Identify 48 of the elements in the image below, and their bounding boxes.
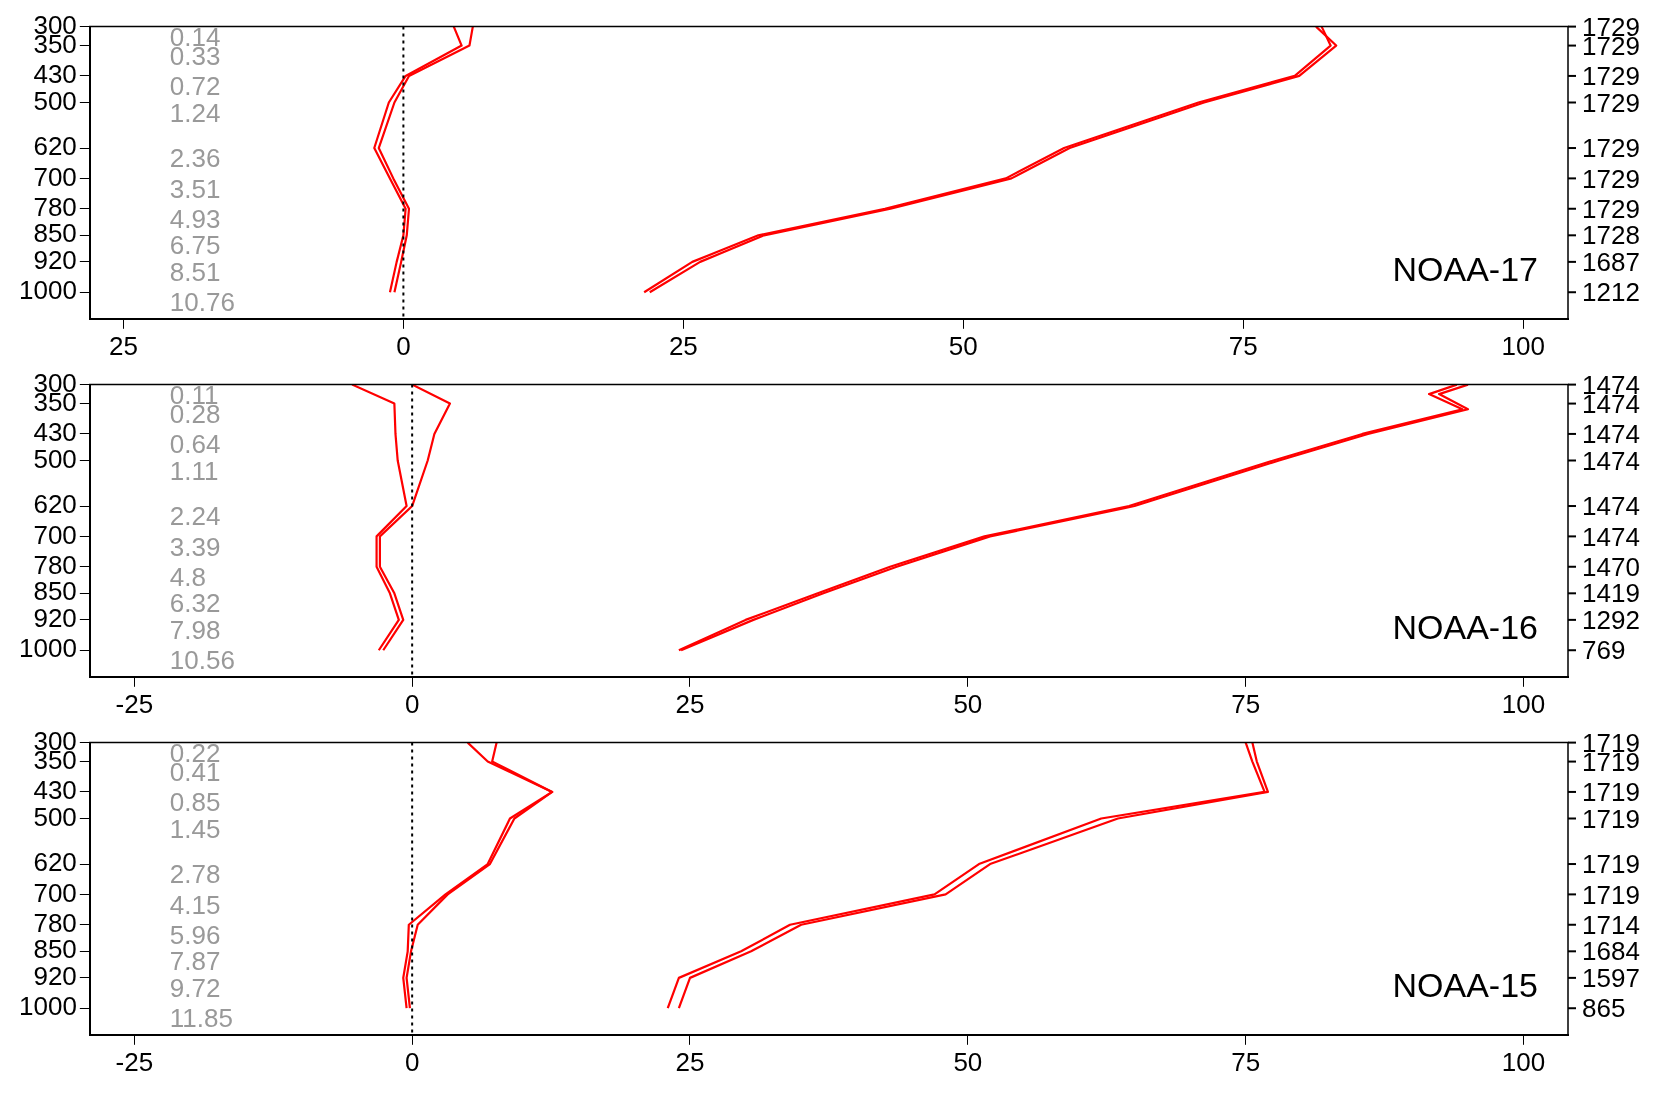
annotation: 4.15 <box>169 889 221 920</box>
annotation: 11.85 <box>169 1003 233 1034</box>
x-tick-label: 50 <box>953 1046 983 1077</box>
y-tick-label: 620 <box>33 847 77 878</box>
x-tick-label: -25 <box>115 688 154 719</box>
annotation: NOAA-15 <box>1392 966 1538 1005</box>
text: 1729 <box>1582 133 1640 164</box>
x-tick-label: -25 <box>115 1046 154 1077</box>
text: 1719 <box>1582 879 1640 910</box>
text: 769 <box>1582 635 1626 666</box>
x-tick-label: 100 <box>1501 688 1546 719</box>
x-tick-label: 0 <box>396 330 411 361</box>
annotation: 2.36 <box>169 143 221 174</box>
x-tick-label: 75 <box>1231 1046 1261 1077</box>
y-tick-label: 620 <box>33 489 77 520</box>
x-tick-label: 0 <box>404 1046 420 1077</box>
y-tick-label: 700 <box>33 161 77 192</box>
y-tick-label: 700 <box>33 877 77 908</box>
annotation: 3.51 <box>169 173 221 204</box>
text: 1729 <box>1582 163 1640 194</box>
x-tick-label: 25 <box>108 330 138 361</box>
x-tick-label: 50 <box>953 688 983 719</box>
annotation: NOAA-17 <box>1392 250 1538 289</box>
x-tick-label: 25 <box>675 1046 705 1077</box>
x-tick-label: 25 <box>668 330 698 361</box>
x-tick-label: 25 <box>675 688 705 719</box>
annotation: 10.56 <box>169 645 235 676</box>
y-tick-label: 1000 <box>19 275 77 306</box>
x-tick-label: 50 <box>948 330 978 361</box>
annotation: 10.76 <box>169 287 235 318</box>
text: 1212 <box>1582 277 1640 308</box>
text: 1474 <box>1582 521 1640 552</box>
text: 1719 <box>1582 849 1640 880</box>
y-tick-label: 620 <box>33 131 77 162</box>
text: 865 <box>1582 993 1626 1024</box>
x-tick-label: 0 <box>404 688 420 719</box>
annotation: NOAA-16 <box>1392 608 1538 647</box>
text: 1474 <box>1582 491 1640 522</box>
y-tick-label: 700 <box>33 519 77 550</box>
annotation: 2.78 <box>169 859 221 890</box>
y-tick-label: 1000 <box>19 991 77 1022</box>
x-tick-label: 100 <box>1501 330 1545 361</box>
x-tick-label: 100 <box>1501 1046 1546 1077</box>
y-tick-label: 1000 <box>19 633 77 664</box>
annotation: 2.24 <box>169 501 221 532</box>
x-tick-label: 75 <box>1228 330 1258 361</box>
annotation: 3.39 <box>169 531 221 562</box>
x-tick-label: 75 <box>1231 688 1261 719</box>
